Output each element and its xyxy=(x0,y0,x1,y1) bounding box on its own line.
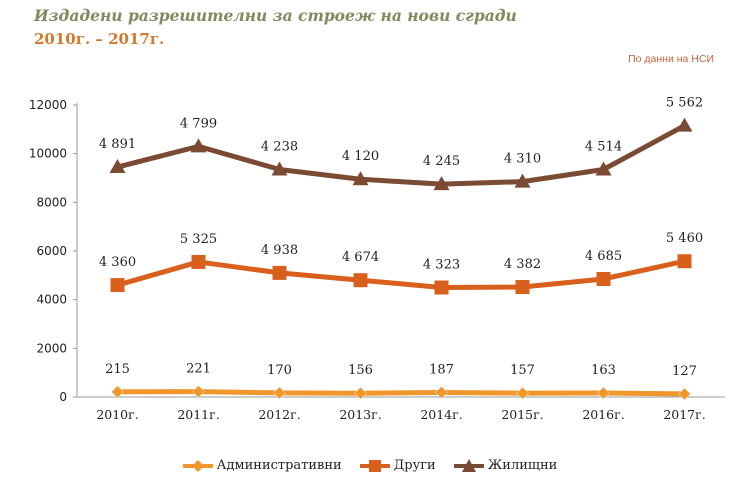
data-label-other: 4 382 xyxy=(504,257,541,272)
data-point-residential xyxy=(433,176,450,191)
data-point-other xyxy=(515,280,530,295)
legend-label-residential: Жилищни xyxy=(487,458,558,473)
x-tick-label: 2014г. xyxy=(420,407,462,422)
data-label-administrative: 215 xyxy=(105,362,130,377)
data-label-other: 5 325 xyxy=(180,232,217,247)
legend-swatch-residential xyxy=(453,458,484,472)
data-label-other: 4 323 xyxy=(423,258,460,273)
data-label-other: 4 360 xyxy=(99,255,136,270)
x-tick-label: 2013г. xyxy=(339,407,381,422)
data-point-administrative xyxy=(516,386,529,400)
data-label-residential: 5 562 xyxy=(666,96,703,111)
legend-label-administrative: Административни xyxy=(216,458,342,473)
x-tick-label: 2012г. xyxy=(258,407,300,422)
x-tick-label: 2011г. xyxy=(177,407,219,422)
data-point-residential xyxy=(676,117,693,132)
data-point-residential xyxy=(595,161,612,176)
x-tick-label: 2017г. xyxy=(663,407,705,422)
line-chart: 0 2000 4000 6000 8000 10000 12000 2010г. 2011г. 2… xyxy=(29,96,725,422)
data-point-residential xyxy=(514,173,531,188)
data-label-administrative: 163 xyxy=(591,363,616,378)
y-tick-label: 12000 xyxy=(29,98,67,112)
data-label-residential: 4 120 xyxy=(342,149,379,164)
data-point-other xyxy=(272,265,287,280)
data-point-other xyxy=(353,273,368,288)
chart-subtitle: 2010г. – 2017г. xyxy=(34,30,165,48)
data-point-other xyxy=(677,254,692,269)
data-label-other: 4 938 xyxy=(261,243,298,258)
data-label-administrative: 221 xyxy=(186,362,211,377)
series-line-residential xyxy=(115,123,687,187)
data-point-administrative xyxy=(354,386,367,400)
series-line-administrative xyxy=(115,389,687,397)
data-point-residential xyxy=(352,171,369,186)
legend-item-other: Други xyxy=(359,458,436,473)
x-tick-label: 2016г. xyxy=(582,407,624,422)
data-source-note: По данни на НСИ xyxy=(628,53,714,65)
data-point-administrative xyxy=(111,385,124,399)
y-tick-label: 8000 xyxy=(36,195,67,209)
data-label-administrative: 156 xyxy=(348,363,373,378)
data-label-other: 4 674 xyxy=(342,250,379,265)
data-point-residential xyxy=(271,161,288,176)
legend-item-administrative: Административни xyxy=(182,458,342,473)
data-point-administrative xyxy=(435,386,448,399)
data-label-other: 5 460 xyxy=(666,231,703,246)
legend-item-residential: Жилищни xyxy=(453,458,558,473)
data-point-administrative xyxy=(678,387,691,401)
data-point-other xyxy=(110,278,125,293)
y-tick-label: 10000 xyxy=(29,147,67,161)
data-label-residential: 4 238 xyxy=(261,139,298,154)
y-tick-label: 6000 xyxy=(36,244,67,258)
data-label-administrative: 170 xyxy=(267,363,292,378)
y-tick-label: 0 xyxy=(59,390,67,404)
data-label-residential: 4 245 xyxy=(423,154,460,169)
data-point-other xyxy=(434,280,449,295)
x-tick-label: 2010г. xyxy=(96,407,138,422)
data-point-residential xyxy=(190,138,207,153)
legend-label-other: Други xyxy=(393,458,436,473)
legend-swatch-other xyxy=(359,459,390,472)
y-tick-label: 2000 xyxy=(36,341,67,355)
data-label-other: 4 685 xyxy=(585,249,622,264)
data-point-other xyxy=(191,254,206,269)
x-tick-label: 2015г. xyxy=(501,407,543,422)
data-label-administrative: 127 xyxy=(672,364,697,379)
legend-swatch-administrative xyxy=(182,459,213,472)
data-label-administrative: 157 xyxy=(510,363,535,378)
data-label-administrative: 187 xyxy=(429,362,454,377)
data-label-residential: 4 799 xyxy=(180,116,217,131)
data-point-other xyxy=(596,271,611,286)
data-label-residential: 4 514 xyxy=(585,139,622,154)
data-label-residential: 4 891 xyxy=(99,137,136,152)
data-point-administrative xyxy=(192,385,205,398)
data-point-administrative xyxy=(273,386,286,400)
chart-legend: Административни Други Жилищни xyxy=(0,458,740,473)
data-label-residential: 4 310 xyxy=(504,152,541,167)
data-point-residential xyxy=(109,159,126,174)
data-point-administrative xyxy=(597,386,610,400)
series-line-other xyxy=(115,258,687,290)
y-tick-label: 4000 xyxy=(36,293,67,307)
chart-title: Издадени разрешителни за строеж на нови … xyxy=(34,6,517,25)
